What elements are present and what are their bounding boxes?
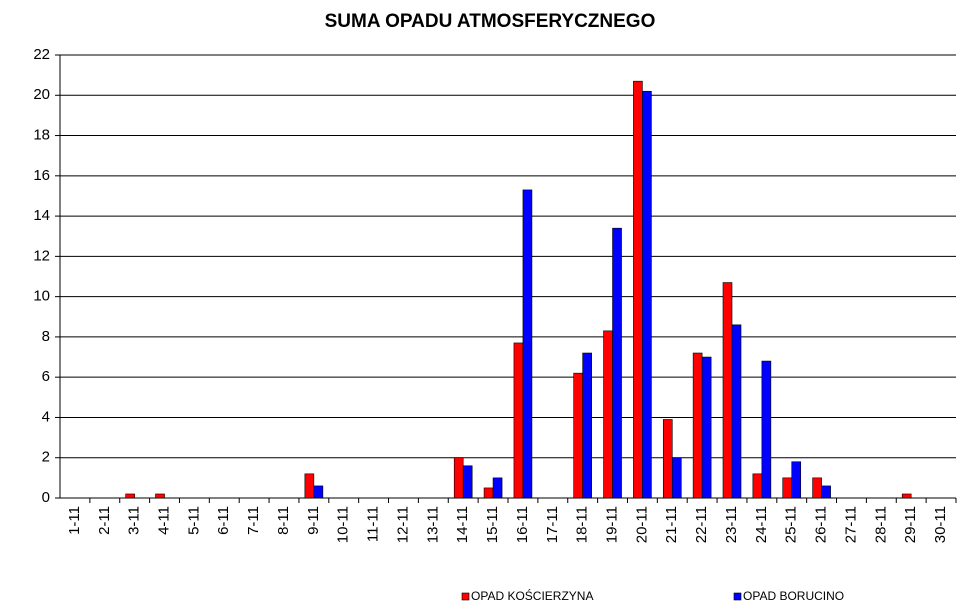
y-tick-label: 10 [33, 288, 50, 305]
x-tick-label: 22-11 [693, 506, 710, 543]
bar [671, 457, 682, 499]
x-tick-label: 21-11 [663, 506, 680, 543]
x-tick-label: 3-11 [126, 506, 143, 535]
x-tick-label: 9-11 [305, 506, 322, 535]
x-tick-label: 8-11 [275, 506, 292, 535]
bar [573, 372, 583, 499]
y-tick-label: 14 [33, 207, 50, 224]
bar [812, 477, 822, 499]
x-tick-label: 10-11 [335, 506, 352, 543]
x-tick-label: 17-11 [544, 506, 561, 543]
y-tick-label: 18 [33, 127, 50, 144]
bar [492, 477, 503, 499]
bar [612, 227, 622, 499]
legend-label: OPAD BORUCINO [743, 589, 844, 603]
bar [313, 485, 324, 499]
legend-swatch [733, 592, 742, 601]
bar [722, 282, 733, 499]
x-tick-label: 5-11 [185, 506, 202, 535]
y-tick-label: 6 [42, 368, 50, 385]
y-tick-label: 2 [42, 449, 50, 466]
bar [633, 80, 643, 499]
bar [513, 342, 524, 499]
x-tick-label: 14-11 [454, 506, 471, 543]
bar [603, 330, 613, 499]
bar [752, 473, 763, 499]
bar [662, 419, 673, 499]
bar [731, 324, 742, 499]
y-tick-label: 20 [33, 86, 50, 103]
y-tick-label: 8 [42, 328, 50, 345]
x-tick-label: 19-11 [604, 506, 621, 543]
x-tick-label: 20-11 [633, 506, 650, 543]
bar [453, 457, 464, 499]
y-tick-label: 0 [42, 489, 50, 506]
x-tick-label: 16-11 [514, 506, 531, 543]
x-tick-label: 12-11 [394, 506, 411, 543]
bar [304, 473, 315, 499]
y-tick-label: 22 [33, 46, 50, 63]
bar [582, 352, 592, 499]
bar [791, 461, 802, 499]
x-tick-label: 18-11 [574, 506, 591, 543]
x-tick-label: 30-11 [932, 506, 949, 543]
bar [462, 465, 473, 499]
bar [761, 360, 772, 499]
bar [483, 487, 494, 499]
bar [701, 356, 712, 499]
x-tick-label: 28-11 [872, 506, 889, 543]
x-tick-label: 7-11 [245, 506, 262, 535]
x-tick-label: 4-11 [156, 506, 173, 535]
bar [522, 189, 533, 499]
x-tick-label: 29-11 [902, 506, 919, 543]
x-tick-label: 27-11 [842, 506, 859, 543]
x-tick-label: 26-11 [813, 506, 830, 543]
x-tick-label: 13-11 [424, 506, 441, 543]
y-tick-label: 16 [33, 167, 50, 184]
x-tick-label: 11-11 [365, 506, 382, 542]
bar [901, 493, 912, 499]
chart-title: SUMA OPADU ATMOSFERYCZNEGO [325, 11, 656, 32]
legend-swatch [461, 592, 470, 601]
legend-label: OPAD KOŚCIERZYNA [471, 588, 593, 603]
x-tick-label: 6-11 [215, 506, 232, 535]
y-tick-label: 4 [42, 408, 50, 425]
x-tick-label: 1-11 [66, 506, 83, 535]
x-tick-label: 2-11 [96, 506, 113, 535]
x-tick-label: 25-11 [783, 506, 800, 543]
x-tick-label: 24-11 [753, 506, 770, 543]
x-tick-label: 23-11 [723, 506, 740, 543]
bar [125, 493, 135, 499]
bar [782, 477, 793, 499]
bar [692, 352, 703, 499]
bar [821, 485, 831, 499]
y-tick-label: 12 [33, 247, 50, 264]
bar [642, 90, 652, 499]
x-tick-label: 15-11 [484, 506, 501, 543]
bar [155, 493, 165, 499]
